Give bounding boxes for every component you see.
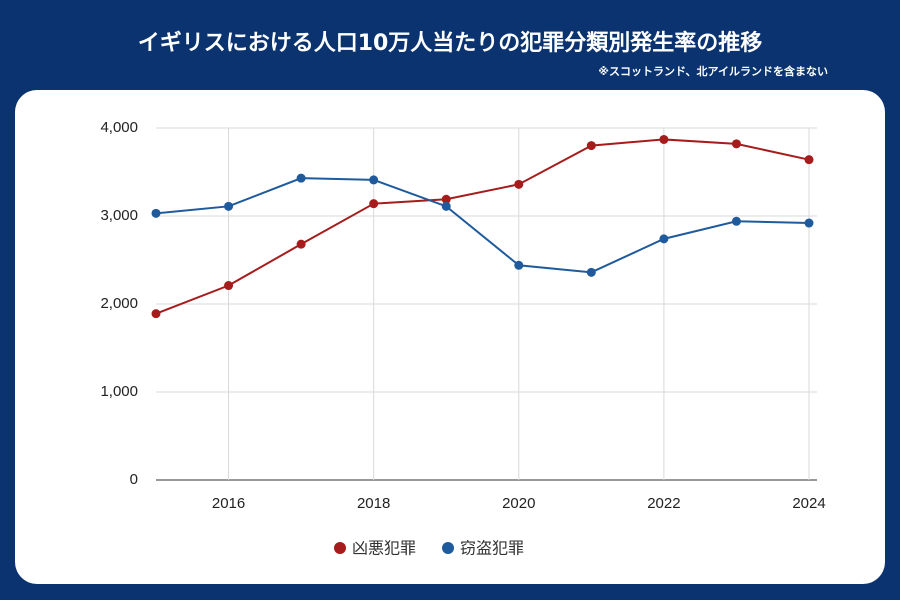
data-point	[151, 208, 161, 218]
x-tick-label: 2020	[502, 495, 535, 512]
data-point	[659, 134, 669, 144]
chart-title: イギリスにおける人口10万人当たりの犯罪分類別発生率の推移	[138, 30, 763, 56]
y-tick-label: 0	[130, 471, 138, 488]
data-point	[804, 155, 814, 165]
y-tick-label: 1,000	[100, 383, 138, 400]
data-point	[441, 194, 451, 204]
panel	[15, 90, 885, 584]
legend-swatch	[334, 542, 346, 554]
data-point	[369, 199, 379, 209]
legend-label: 凶悪犯罪	[352, 539, 416, 558]
data-point	[804, 218, 814, 228]
data-point	[731, 216, 741, 226]
legend-swatch	[442, 542, 455, 554]
y-tick-label: 3,000	[100, 207, 138, 224]
data-point	[296, 239, 306, 249]
data-point	[369, 175, 379, 185]
data-point	[659, 234, 669, 244]
series-line	[155, 138, 810, 315]
data-point	[151, 309, 161, 319]
data-point	[586, 141, 596, 151]
data-point	[731, 139, 741, 149]
chart-subtitle: ※スコットランド、北アイルランドを含まない	[598, 64, 828, 78]
data-point	[514, 179, 524, 189]
data-point	[586, 267, 596, 277]
data-point	[224, 201, 234, 211]
data-point	[296, 173, 306, 183]
legend-label: 窃盗犯罪	[460, 539, 524, 558]
data-point	[224, 281, 234, 291]
y-tick-label: 2,000	[100, 295, 138, 312]
data-point	[441, 201, 451, 211]
x-tick-label: 2022	[647, 495, 680, 512]
series-line	[155, 177, 810, 274]
y-tick-label: 4,000	[100, 119, 138, 136]
x-tick-label: 2018	[357, 495, 390, 512]
data-point	[514, 260, 524, 270]
x-tick-label: 2024	[792, 495, 825, 512]
x-tick-label: 2016	[212, 495, 245, 512]
